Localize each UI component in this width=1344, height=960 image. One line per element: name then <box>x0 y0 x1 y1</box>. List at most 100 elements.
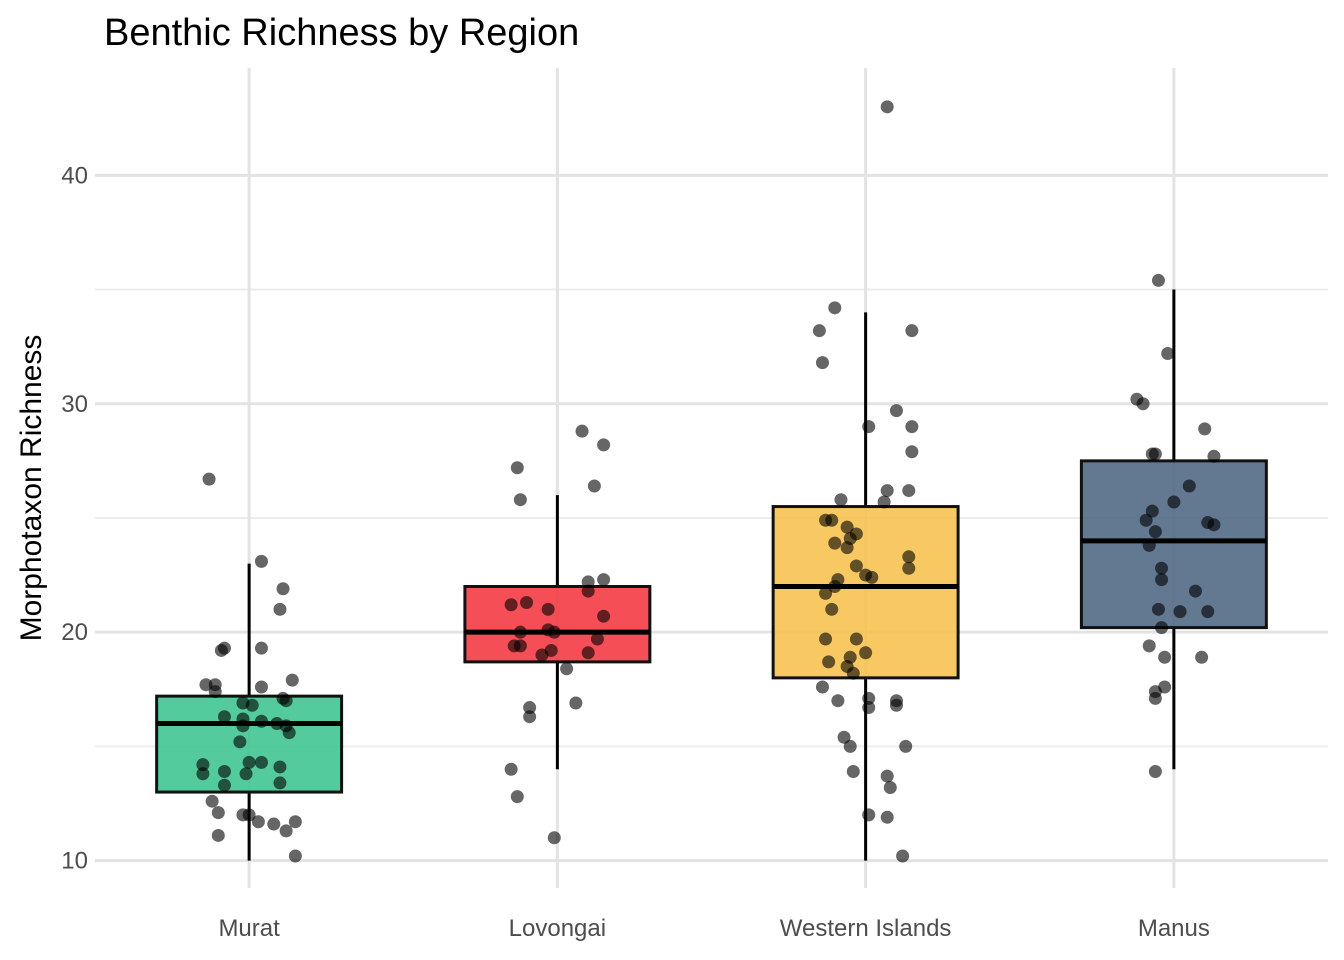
data-point <box>1148 765 1162 779</box>
data-point <box>236 719 250 733</box>
data-point <box>541 602 555 616</box>
data-point <box>849 559 863 573</box>
data-point <box>575 424 589 438</box>
data-point <box>905 445 919 459</box>
data-point <box>285 673 299 687</box>
y-tick-label: 20 <box>61 619 88 646</box>
data-point <box>1207 518 1221 532</box>
data-point <box>1145 504 1159 518</box>
data-point <box>1201 605 1215 619</box>
data-point <box>1155 573 1169 587</box>
whiskers <box>247 289 1176 861</box>
data-point <box>581 575 595 589</box>
data-point <box>523 701 537 715</box>
data-point <box>196 767 210 781</box>
data-point <box>1207 449 1221 463</box>
data-point <box>513 493 527 507</box>
data-point <box>504 598 518 612</box>
chart-title: Benthic Richness by Region <box>104 12 580 54</box>
data-point <box>815 356 829 370</box>
data-point <box>1167 495 1181 509</box>
data-point <box>276 582 290 596</box>
data-point <box>880 769 894 783</box>
data-point <box>202 472 216 486</box>
data-point <box>597 438 611 452</box>
data-point <box>899 739 913 753</box>
y-tick-label: 40 <box>61 162 88 189</box>
data-point <box>597 573 611 587</box>
data-point <box>242 808 256 822</box>
data-point <box>597 609 611 623</box>
data-point <box>846 765 860 779</box>
data-point <box>1139 513 1153 527</box>
data-point <box>233 735 247 749</box>
data-point <box>254 755 268 769</box>
data-point <box>902 561 916 575</box>
data-point <box>569 696 583 710</box>
data-point <box>862 701 876 715</box>
data-point <box>288 849 302 863</box>
x-tick-label: Western Islands <box>780 915 952 942</box>
data-point <box>865 570 879 584</box>
data-point <box>819 586 833 600</box>
data-point <box>513 639 527 653</box>
data-point <box>889 404 903 418</box>
data-point <box>211 806 225 820</box>
y-tick-label: 10 <box>61 848 88 875</box>
data-point <box>273 602 287 616</box>
data-point <box>217 710 231 724</box>
x-tick-label: Lovongai <box>509 915 606 942</box>
data-point <box>905 324 919 338</box>
data-point <box>862 691 876 705</box>
data-point <box>560 662 574 676</box>
data-point <box>831 694 845 708</box>
data-point <box>902 484 916 498</box>
data-point <box>547 831 561 845</box>
data-point <box>843 739 857 753</box>
data-point <box>254 714 268 728</box>
data-point <box>828 301 842 315</box>
data-point <box>822 655 836 669</box>
data-point <box>523 710 537 724</box>
data-point <box>217 765 231 779</box>
data-point <box>828 579 842 593</box>
data-point <box>1151 273 1165 287</box>
data-point <box>896 849 910 863</box>
data-point <box>1182 479 1196 493</box>
data-point <box>889 698 903 712</box>
data-point <box>846 666 860 680</box>
data-point <box>840 520 854 534</box>
data-point <box>1198 422 1212 436</box>
data-point <box>547 625 561 639</box>
data-point <box>513 625 527 639</box>
data-point <box>834 493 848 507</box>
data-point <box>254 641 268 655</box>
data-point <box>905 420 919 434</box>
data-point <box>862 808 876 822</box>
data-point <box>1188 584 1202 598</box>
data-point <box>1155 561 1169 575</box>
data-point <box>1158 650 1172 664</box>
data-point <box>828 536 842 550</box>
data-point <box>862 420 876 434</box>
data-point <box>254 680 268 694</box>
data-point <box>205 794 219 808</box>
data-point <box>880 484 894 498</box>
data-point <box>819 632 833 646</box>
data-point <box>267 817 281 831</box>
data-point <box>880 810 894 824</box>
x-tick-label: Manus <box>1138 915 1210 942</box>
data-point <box>535 648 549 662</box>
x-tick-label: Murat <box>218 915 280 942</box>
data-point <box>1195 650 1209 664</box>
box <box>1079 459 1268 630</box>
data-point <box>1148 691 1162 705</box>
data-point <box>812 324 826 338</box>
data-point <box>1145 447 1159 461</box>
data-point <box>282 726 296 740</box>
data-point <box>242 755 256 769</box>
data-point <box>211 828 225 842</box>
data-point <box>877 495 891 509</box>
data-point <box>825 602 839 616</box>
